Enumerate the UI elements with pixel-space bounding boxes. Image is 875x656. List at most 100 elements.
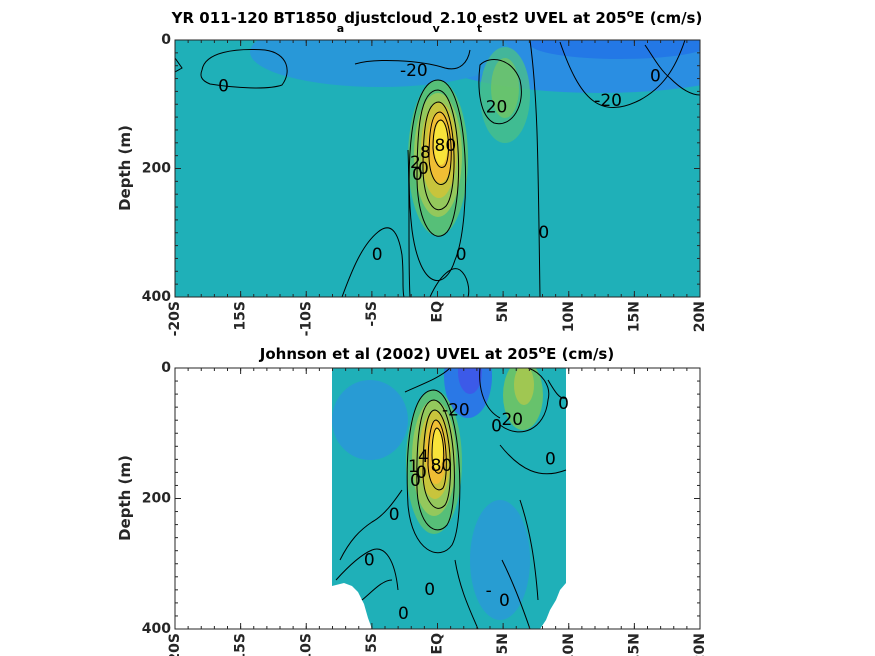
title-part: E (cm/s)	[546, 345, 614, 363]
contour-line	[175, 57, 183, 73]
x-tick-label: 10N	[561, 301, 577, 332]
y-tick-label: 0	[161, 32, 171, 48]
core-label: 8	[420, 143, 431, 163]
contour-label: 0	[545, 449, 556, 469]
x-tick-label: 15N	[626, 633, 642, 656]
sec-top-band	[530, 40, 700, 59]
contour-label: 20	[486, 97, 508, 117]
contour-line	[547, 379, 567, 399]
contour-line	[422, 101, 455, 211]
contour-label: -20	[400, 61, 428, 81]
sec-south-core	[250, 40, 510, 87]
contour-label: 0	[218, 76, 229, 96]
contour-line	[454, 559, 479, 629]
title-part: YR 011-120 BT1850	[171, 9, 337, 27]
contour-line	[431, 427, 445, 474]
panel-obs-title: Johnson et al (2002) UVEL at 205oE (cm/s…	[259, 343, 614, 363]
contour-lines	[175, 40, 700, 297]
contour-line	[428, 111, 452, 185]
core-label: 0	[418, 159, 429, 179]
contour-line	[499, 368, 550, 433]
x-tick-label: 10N	[561, 633, 577, 656]
contour-label: 0	[491, 417, 502, 437]
x-tick-label: -20S	[167, 301, 183, 336]
core-label: 0	[416, 463, 427, 483]
x-tick-label: 5N	[495, 301, 511, 322]
core-label: 0	[412, 165, 423, 185]
y-tick-label: 200	[142, 491, 171, 507]
obs-core-labels: 1 4 0 0	[408, 447, 429, 491]
contour-label: 0	[558, 394, 569, 414]
contour-line	[408, 79, 467, 281]
contour-label: 0	[424, 580, 435, 600]
title-part: v	[433, 22, 441, 35]
y-tick-label: 400	[142, 289, 171, 305]
contour-line	[519, 499, 539, 601]
y-tick-label: 400	[142, 621, 171, 637]
x-tick-label: 20S	[167, 633, 183, 656]
contour-label: 0	[456, 245, 467, 265]
contour-line	[529, 40, 541, 297]
contour-label: 0	[499, 591, 510, 611]
contour-label: 20	[501, 410, 523, 430]
panel-model: YR 011-120 BT1850adjustcloudv2.10test2 U…	[116, 7, 708, 336]
contour-line	[361, 579, 393, 601]
contour-label: -20	[442, 400, 470, 420]
necc-peak	[514, 368, 534, 405]
contour-line	[404, 368, 451, 393]
contour-label: 0	[389, 505, 400, 525]
x-tick-label: 5N	[495, 633, 511, 654]
contour-line	[429, 268, 470, 297]
contour-line	[499, 444, 567, 475]
x-tick-label: 10S	[298, 633, 314, 656]
contour-line	[200, 49, 288, 89]
x-tick-label: 5S	[364, 633, 380, 653]
title-part: Johnson et al (2002) UVEL at 205	[259, 345, 539, 363]
core-label: 2	[410, 153, 421, 173]
x-tick-label: 15S	[233, 301, 249, 331]
title-part: 2.10	[440, 9, 477, 27]
x-tick-label: 20N	[692, 301, 708, 332]
contour-line	[416, 89, 460, 237]
panel-model-ylabel: Depth (m)	[116, 125, 134, 211]
title-part: est2 UVEL at 205	[482, 9, 627, 27]
contour-label: -20	[594, 91, 622, 111]
necc-inner	[491, 58, 519, 118]
euc-peak	[431, 429, 443, 469]
contour-label: 0	[372, 245, 383, 265]
south-flank	[332, 380, 408, 460]
contour-line	[501, 559, 531, 629]
contour-label: 0	[538, 223, 549, 243]
contour-line	[432, 119, 449, 168]
contour-line	[416, 399, 455, 531]
contour-line	[354, 49, 471, 70]
x-tick-label: -5S	[364, 301, 380, 327]
core-label: 0	[410, 471, 421, 491]
contour-label: 80	[431, 456, 453, 476]
title-part: o	[627, 7, 635, 20]
model-core-labels: 2 8 0 0	[410, 143, 431, 185]
euc-peak	[434, 121, 448, 165]
contour-line	[427, 419, 447, 491]
contour-label: -	[486, 581, 492, 601]
contour-line	[478, 59, 522, 125]
contour-label: 80	[435, 136, 457, 156]
x-tick-label: EQ	[430, 301, 446, 323]
title-part: djustcloud	[344, 9, 432, 27]
title-part: E (cm/s)	[634, 9, 702, 27]
y-tick-label: 0	[161, 360, 171, 376]
x-tick-label: 15N	[626, 301, 642, 332]
contour-line	[407, 149, 411, 297]
panel-obs: Johnson et al (2002) UVEL at 205oE (cm/s…	[116, 343, 708, 656]
contour-line	[479, 368, 501, 419]
title-part: o	[539, 343, 547, 356]
title-part: t	[477, 22, 482, 35]
x-tick-label: EQ	[430, 633, 446, 655]
panel-model-title: YR 011-120 BT1850adjustcloudv2.10test2 U…	[171, 7, 703, 35]
